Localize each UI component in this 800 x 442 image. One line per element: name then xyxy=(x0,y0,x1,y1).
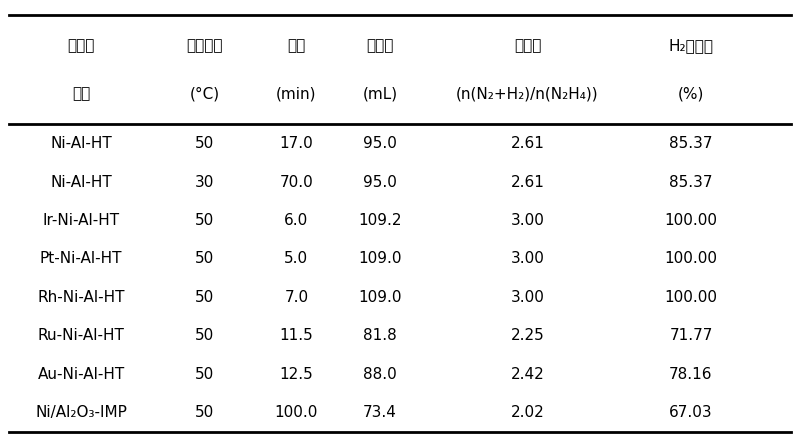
Text: 95.0: 95.0 xyxy=(363,175,397,190)
Text: 100.00: 100.00 xyxy=(665,251,718,267)
Text: (mL): (mL) xyxy=(362,86,398,101)
Text: 50: 50 xyxy=(195,405,214,420)
Text: (°C): (°C) xyxy=(190,86,220,101)
Text: Ni-Al-HT: Ni-Al-HT xyxy=(50,136,112,151)
Text: 体积比: 体积比 xyxy=(514,38,542,53)
Text: 67.03: 67.03 xyxy=(669,405,713,420)
Text: 100.00: 100.00 xyxy=(665,290,718,305)
Text: 50: 50 xyxy=(195,251,214,267)
Text: 50: 50 xyxy=(195,136,214,151)
Text: 2.42: 2.42 xyxy=(510,367,545,382)
Text: 109.0: 109.0 xyxy=(358,290,402,305)
Text: 6.0: 6.0 xyxy=(284,213,309,228)
Text: 2.61: 2.61 xyxy=(510,175,545,190)
Text: 109.2: 109.2 xyxy=(358,213,402,228)
Text: 3.00: 3.00 xyxy=(510,213,545,228)
Text: 组成: 组成 xyxy=(72,86,90,101)
Text: 2.61: 2.61 xyxy=(510,136,545,151)
Text: 2.02: 2.02 xyxy=(510,405,545,420)
Text: 30: 30 xyxy=(195,175,214,190)
Text: 85.37: 85.37 xyxy=(670,175,713,190)
Text: 7.0: 7.0 xyxy=(284,290,309,305)
Text: 50: 50 xyxy=(195,213,214,228)
Text: Ru-Ni-Al-HT: Ru-Ni-Al-HT xyxy=(38,328,125,343)
Text: 100.0: 100.0 xyxy=(274,405,318,420)
Text: 85.37: 85.37 xyxy=(670,136,713,151)
Text: 时间: 时间 xyxy=(287,38,306,53)
Text: Ni-Al-HT: Ni-Al-HT xyxy=(50,175,112,190)
Text: 反应温度: 反应温度 xyxy=(186,38,223,53)
Text: (%): (%) xyxy=(678,86,704,101)
Text: 95.0: 95.0 xyxy=(363,136,397,151)
Text: Pt-Ni-Al-HT: Pt-Ni-Al-HT xyxy=(40,251,122,267)
Text: 50: 50 xyxy=(195,328,214,343)
Text: 71.77: 71.77 xyxy=(670,328,713,343)
Text: Au-Ni-Al-HT: Au-Ni-Al-HT xyxy=(38,367,125,382)
Text: 17.0: 17.0 xyxy=(279,136,314,151)
Text: 70.0: 70.0 xyxy=(279,175,314,190)
Text: 12.5: 12.5 xyxy=(279,367,314,382)
Text: 2.25: 2.25 xyxy=(510,328,545,343)
Text: 3.00: 3.00 xyxy=(510,290,545,305)
Text: 78.16: 78.16 xyxy=(670,367,713,382)
Text: 73.4: 73.4 xyxy=(363,405,397,420)
Text: (min): (min) xyxy=(276,86,317,101)
Text: H₂选择性: H₂选择性 xyxy=(669,38,714,53)
Text: 产气量: 产气量 xyxy=(366,38,394,53)
Text: 100.00: 100.00 xyxy=(665,213,718,228)
Text: (n(N₂+H₂)/n(N₂H₄)): (n(N₂+H₂)/n(N₂H₄)) xyxy=(456,86,599,101)
Text: 50: 50 xyxy=(195,290,214,305)
Text: 88.0: 88.0 xyxy=(363,367,397,382)
Text: Ir-Ni-Al-HT: Ir-Ni-Al-HT xyxy=(42,213,120,228)
Text: Rh-Ni-Al-HT: Rh-Ni-Al-HT xyxy=(38,290,125,305)
Text: 11.5: 11.5 xyxy=(279,328,314,343)
Text: 5.0: 5.0 xyxy=(284,251,309,267)
Text: 81.8: 81.8 xyxy=(363,328,397,343)
Text: 109.0: 109.0 xyxy=(358,251,402,267)
Text: Ni/Al₂O₃-IMP: Ni/Al₂O₃-IMP xyxy=(35,405,127,420)
Text: 催化剂: 催化剂 xyxy=(67,38,94,53)
Text: 3.00: 3.00 xyxy=(510,251,545,267)
Text: 50: 50 xyxy=(195,367,214,382)
